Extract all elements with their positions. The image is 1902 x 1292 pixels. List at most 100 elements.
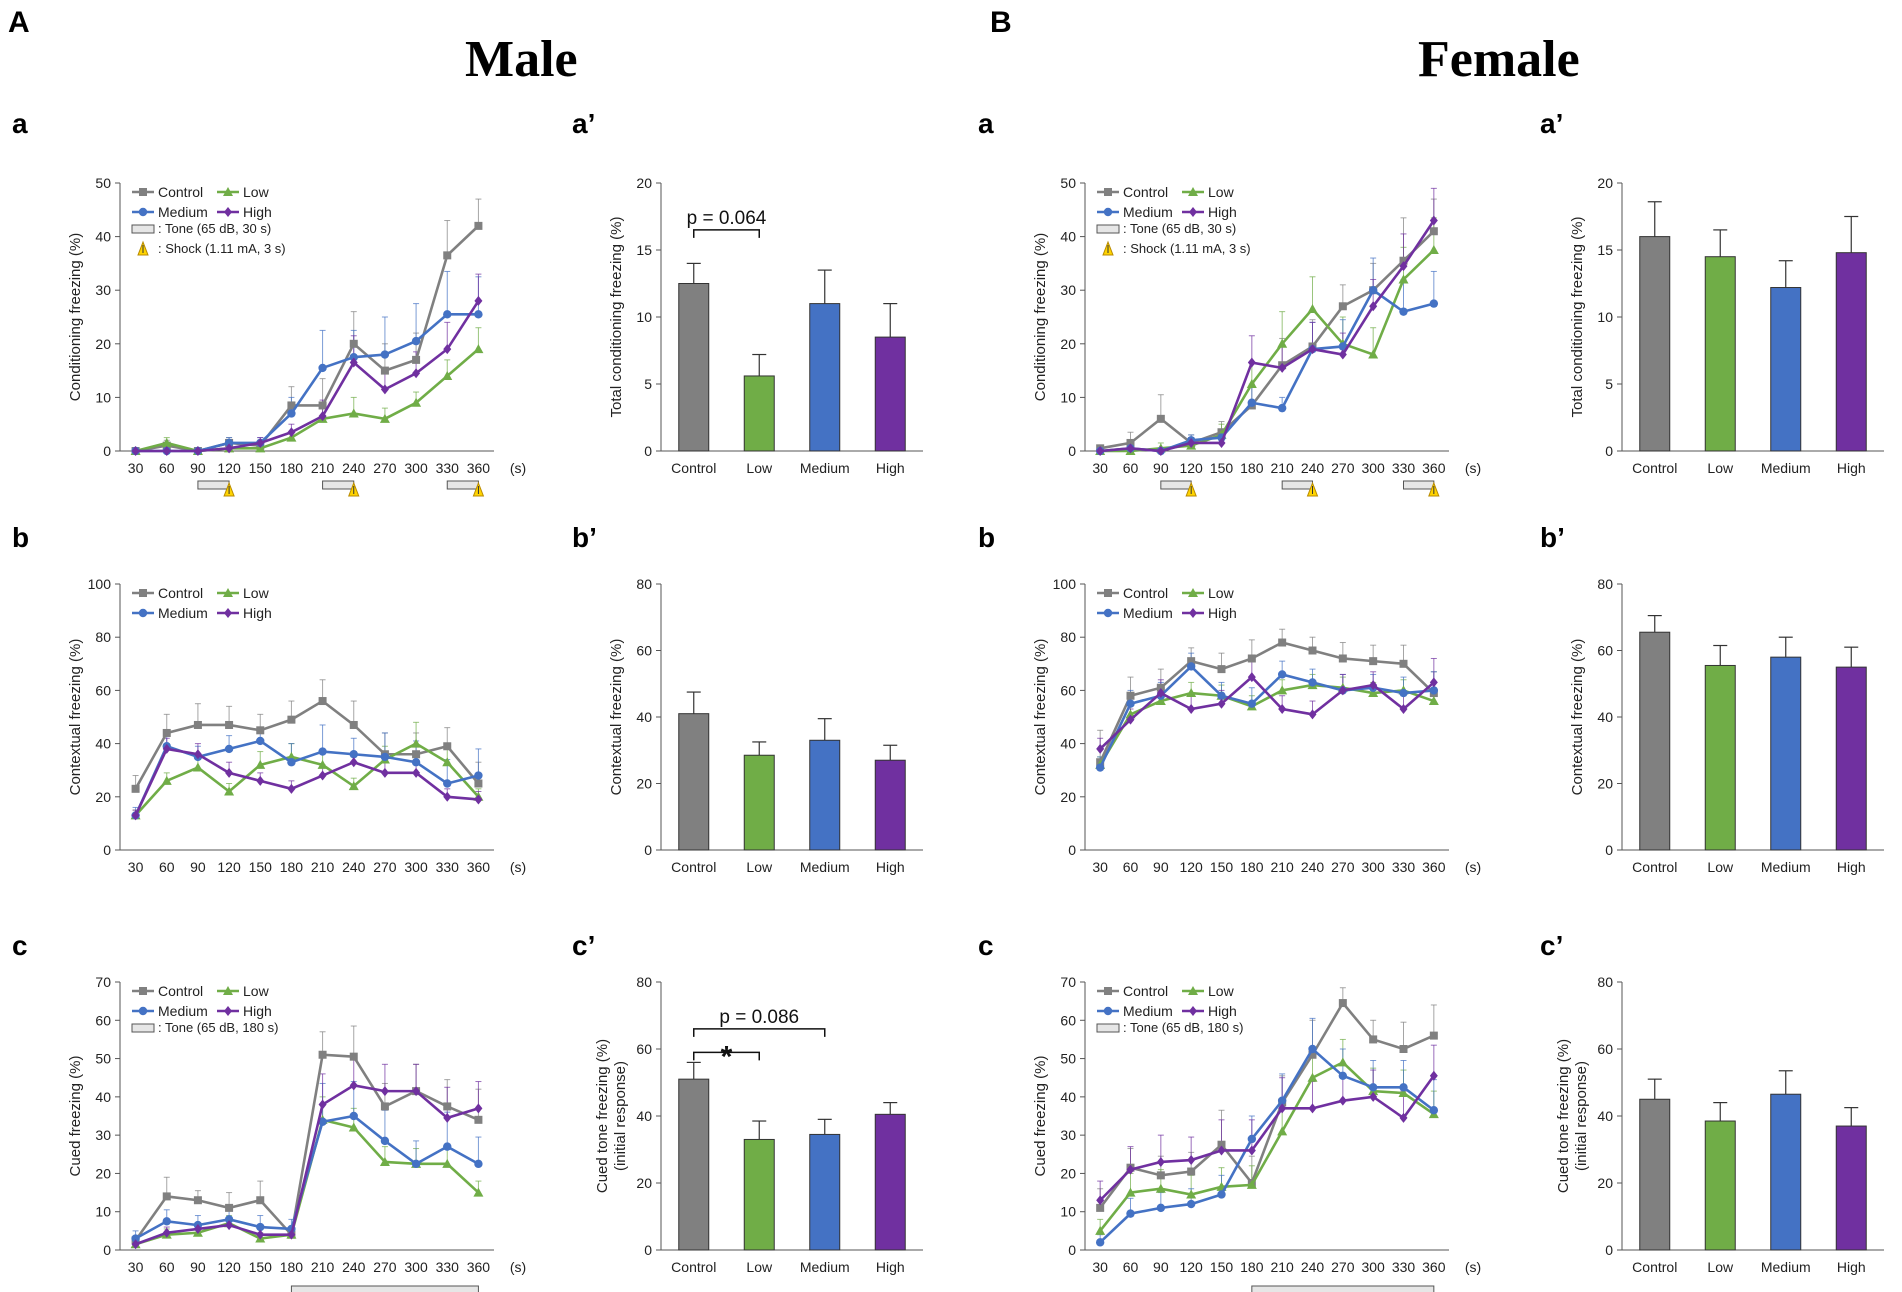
male-c-y-axis-title: Cued freezing (%) (67, 1056, 84, 1177)
female-a-x-unit-label: (s) (1465, 460, 1481, 476)
male-c-legend-marker-low (223, 986, 233, 995)
female-b-legend-label-control: Control (1123, 585, 1168, 601)
female-a-series-line-high (1100, 219, 1435, 453)
male-c-legend-label-high: High (243, 1003, 272, 1019)
male-a-point-low (442, 370, 453, 380)
male-b-point-control (256, 726, 265, 735)
chart-male-b2: 0 20 40 60 80 Contextual freezing (%) Control L… (608, 576, 923, 875)
male-b-legend-label-medium: Medium (158, 605, 208, 621)
female-b2-y-tick-label: 40 (1597, 709, 1613, 725)
male-b2-bar-low (743, 754, 775, 851)
chart-female-c2: 0 20 40 60 80 Cued tone freezing (%) (initial … (1555, 974, 1884, 1275)
male-a-shock-icon (472, 481, 485, 497)
female-c2-bar-low (1704, 1120, 1736, 1251)
sub-label-male-c: c (12, 930, 28, 961)
female-b-x-unit-label: (s) (1465, 859, 1481, 875)
male-b-legend-marker-high (224, 608, 232, 618)
chart-female-b: 0 20 40 60 80 100 Contextual freezing (%) 30 60 9… (1032, 576, 1481, 875)
male-a-legend-label-high: High (243, 204, 272, 220)
male-c-x-tick-label: 180 (280, 1259, 304, 1275)
female-a-tone-period-bar (1281, 480, 1313, 490)
female-c-series-line-low (1099, 1060, 1435, 1232)
male-b-point-control (349, 720, 358, 729)
female-a2-x-category-label: High (1837, 460, 1866, 476)
male-a-point-high (131, 446, 140, 456)
chart-male-c2: 0 20 40 60 80 Cued tone freezing (%) (initial … (594, 974, 923, 1275)
male-c-point-high (318, 1099, 327, 1110)
female-c-y-axis-title: Cued freezing (%) (1032, 1056, 1049, 1177)
female-b2-bar-control (1639, 631, 1671, 851)
female-a-x-tick-label: 330 (1392, 460, 1416, 476)
male-c-point-medium (443, 1142, 452, 1151)
female-b-point-medium (1308, 678, 1317, 687)
male-c-tone-period-bar (290, 1285, 479, 1292)
male-c-legend-tone-label: : Tone (65 dB, 180 s) (158, 1020, 278, 1035)
male-c-point-high (287, 1229, 296, 1240)
female-c-legend-marker-high (1189, 1006, 1197, 1016)
female-a-shock-icon (1185, 481, 1197, 497)
male-a-series-line-high (135, 300, 480, 453)
male-a-point-control (349, 339, 358, 348)
female-c-point-control (1217, 1140, 1226, 1149)
male-a-point-high (349, 357, 358, 368)
male-c-point-low (473, 1187, 484, 1197)
female-b-point-control (1399, 659, 1408, 668)
male-c-point-control (318, 1050, 327, 1059)
male-c-point-low (379, 1156, 390, 1166)
male-a-y-tick-label: 0 (103, 443, 111, 459)
male-c2-y-axis-subtitle: (initial response) (612, 1061, 629, 1171)
female-a-point-control (1156, 414, 1165, 423)
female-b-x-tick-label: 330 (1392, 859, 1416, 875)
chart-male-a: 0 10 20 30 40 50 Conditioning freezing (%) 30 60… (67, 175, 526, 497)
female-b2-bar-high (1835, 666, 1867, 851)
male-a-point-high (193, 446, 202, 456)
male-b2-bar-control (678, 713, 710, 851)
female-a2-y-tick-label: 0 (1605, 443, 1613, 459)
male-b-x-tick-label: 360 (467, 859, 491, 875)
male-b-point-high (318, 770, 327, 781)
male-a-series-line-medium (135, 313, 479, 453)
male-b-y-tick-label: 20 (95, 789, 111, 805)
male-a-point-medium (443, 310, 452, 319)
female-a-x-tick-label: 210 (1270, 460, 1294, 476)
female-c-tone-period-bar (1251, 1285, 1435, 1292)
female-b-point-high (1126, 714, 1135, 725)
female-a-point-control (1399, 256, 1408, 265)
female-c-y-tick-label: 60 (1060, 1012, 1076, 1028)
female-c-legend-marker-medium (1103, 1006, 1113, 1016)
female-b2-y-tick-label: 80 (1597, 576, 1613, 592)
male-b-point-high (380, 767, 389, 778)
female-c-point-high (1338, 1095, 1347, 1106)
male-c-point-medium (131, 1234, 140, 1243)
male-a-point-low (411, 397, 422, 407)
female-a-x-tick-label: 270 (1331, 460, 1355, 476)
female-b-legend-marker-control (1104, 589, 1112, 597)
female-c-legend-label-medium: Medium (1123, 1003, 1173, 1019)
male-c-y-tick-label: 60 (95, 1012, 111, 1028)
female-a2-bar-low (1704, 256, 1736, 452)
male-c2-y-tick-label: 20 (636, 1175, 652, 1191)
male-b-x-tick-label: 300 (404, 859, 428, 875)
male-b-point-low (192, 762, 203, 772)
female-a-legend-tone-box (1096, 224, 1120, 234)
female-c-legend-label-control: Control (1123, 983, 1168, 999)
female-b-point-high (1217, 698, 1226, 709)
male-b-x-tick-label: 120 (217, 859, 241, 875)
male-a-tone-period-bar (197, 480, 230, 490)
female-a-y-tick-label: 10 (1060, 389, 1076, 405)
female-c-point-high (1217, 1145, 1226, 1156)
male-a-point-high (380, 384, 389, 395)
male-a-x-tick-label: 30 (128, 460, 144, 476)
female-c-point-medium (1399, 1083, 1408, 1092)
male-b-legend-marker-low (223, 588, 233, 597)
female-a-point-high (1247, 357, 1256, 368)
male-a-x-tick-label: 270 (373, 460, 397, 476)
female-c-x-tick-label: 270 (1331, 1259, 1355, 1275)
chart-female-b2: 0 20 40 60 80 Contextual freezing (%) Control L… (1569, 576, 1884, 875)
male-b-point-control (225, 720, 234, 729)
female-c-point-medium (1126, 1209, 1135, 1218)
female-a-y-tick-label: 0 (1068, 443, 1076, 459)
female-a-point-high (1126, 443, 1135, 454)
female-c2-x-category-label: Control (1632, 1259, 1677, 1275)
male-a-series-line-low (135, 348, 480, 453)
